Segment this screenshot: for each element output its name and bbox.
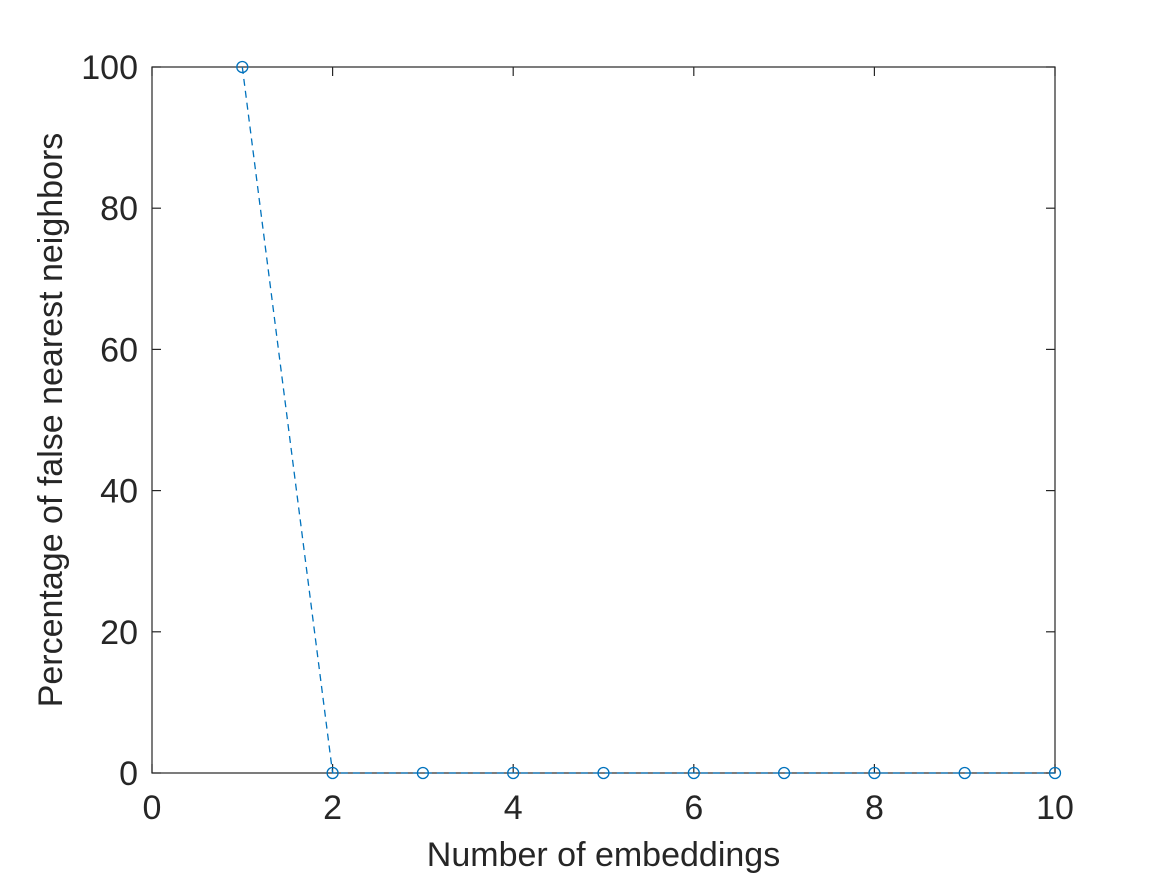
data-point xyxy=(958,766,971,780)
series-layer xyxy=(236,60,1062,780)
x-tick-label: 4 xyxy=(504,789,523,827)
data-point xyxy=(507,766,520,780)
data-point xyxy=(236,60,249,74)
data-point xyxy=(326,766,339,780)
x-tick-label: 8 xyxy=(865,789,884,827)
y-tick-label: 60 xyxy=(100,331,138,369)
data-point xyxy=(868,766,881,780)
data-point xyxy=(416,766,430,780)
data-point xyxy=(687,766,700,780)
y-tick-label: 80 xyxy=(100,190,138,228)
data-point xyxy=(1048,766,1062,780)
y-tick-label: 20 xyxy=(100,614,138,652)
series-line-0 xyxy=(241,66,1055,774)
x-tick-label: 6 xyxy=(684,789,703,827)
x-tick-label: 2 xyxy=(323,789,342,827)
y-tick-label: 40 xyxy=(100,473,138,511)
data-point xyxy=(777,766,791,780)
plot-area xyxy=(151,66,1056,774)
x-tick-label: 0 xyxy=(143,789,162,827)
y-axis-title: Percentage of false nearest neighbors xyxy=(32,133,70,708)
x-axis-title: Number of embeddings xyxy=(427,836,780,874)
data-point xyxy=(597,766,610,780)
y-tick-label: 0 xyxy=(119,755,138,793)
y-tick-label: 100 xyxy=(81,49,138,87)
x-tick-label: 10 xyxy=(1036,789,1074,827)
